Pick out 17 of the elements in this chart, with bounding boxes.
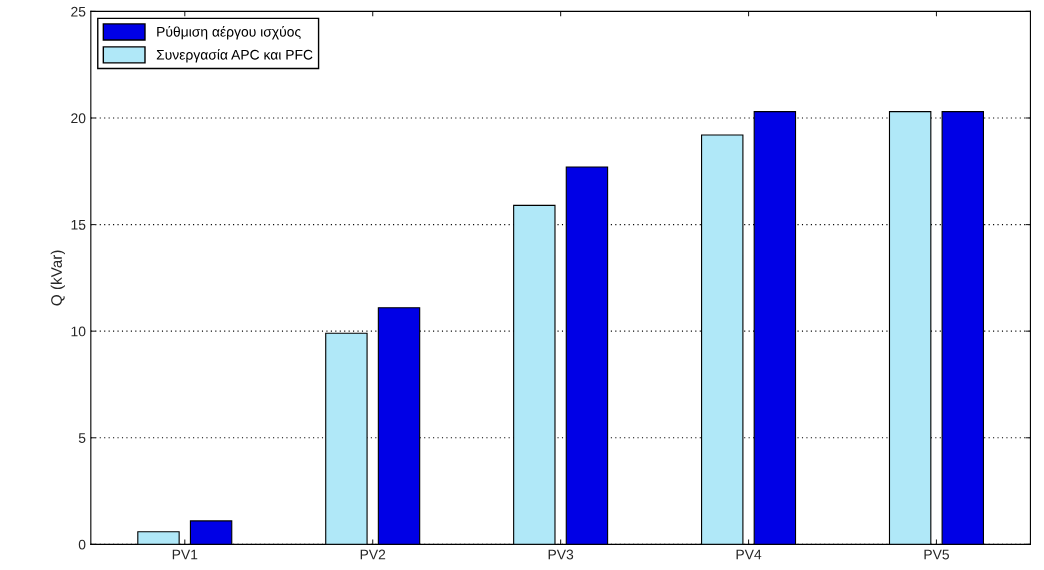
- y-tick-label: 5: [78, 433, 86, 443]
- x-tick-label: PV5: [924, 549, 950, 560]
- bar: [189, 520, 233, 545]
- legend-label: Ρύθμιση αέργου ισχύος: [157, 26, 301, 40]
- y-tick-label: 15: [71, 220, 86, 230]
- bar: [513, 204, 556, 545]
- y-axis-title: Q (kVar): [50, 250, 65, 306]
- y-tick-label: 0: [78, 539, 86, 550]
- y-tick-label: 20: [71, 113, 86, 124]
- y-tick-label: 10: [71, 326, 86, 337]
- x-tick-label: PV1: [172, 549, 198, 560]
- x-tick-label: PV3: [548, 549, 574, 560]
- x-tick-label: PV2: [360, 549, 386, 560]
- bar: [137, 531, 180, 545]
- legend-label: Συνεργασία APC και PFC: [156, 49, 313, 63]
- y-tick-label: 25: [71, 6, 86, 17]
- x-tick-label: PV4: [736, 549, 762, 560]
